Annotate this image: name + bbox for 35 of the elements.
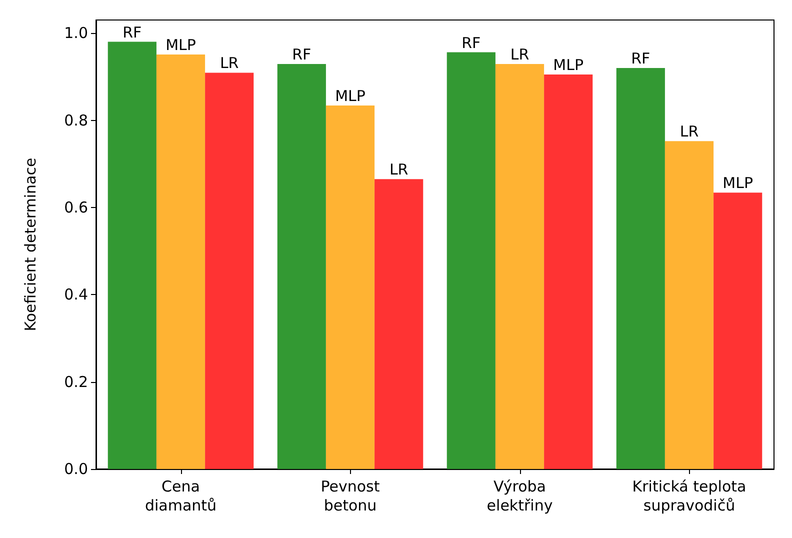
bar (714, 192, 762, 469)
data-label: MLP (553, 56, 584, 74)
data-label: LR (389, 160, 408, 179)
data-label: RF (462, 34, 481, 52)
bar (446, 52, 496, 469)
bar (495, 64, 544, 469)
bar (326, 105, 375, 469)
bar (277, 64, 326, 469)
bar (664, 141, 714, 469)
y-tick-label: 0.8 (64, 111, 88, 130)
x-tick-label: Cena diamantů (144, 478, 217, 514)
data-label: RF (292, 46, 312, 64)
data-label: MLP (335, 86, 366, 105)
x-tick-label: Pevnost betonu (320, 478, 380, 514)
y-tick-label: 0.0 (64, 460, 88, 478)
bar (156, 54, 206, 469)
data-label: RF (122, 23, 142, 42)
bar (374, 179, 424, 469)
y-tick-label: 0.4 (64, 286, 88, 304)
bar (108, 42, 156, 469)
y-tick-label: 1.0 (64, 24, 88, 42)
data-label: LR (220, 54, 239, 72)
data-label: MLP (722, 174, 754, 192)
y-axis-title: Koeficient determinace (22, 158, 40, 332)
data-label: MLP (166, 36, 196, 54)
data-label: RF (631, 49, 650, 68)
bar (205, 72, 254, 469)
y-tick-label: 0.6 (64, 198, 88, 216)
data-label: LR (510, 46, 530, 64)
x-tick-label: Kritická teplota supravodičů (632, 478, 746, 514)
bar (616, 68, 665, 469)
data-label: LR (680, 122, 699, 141)
bar (544, 74, 593, 469)
x-tick-label: Výroba elektřiny (486, 478, 553, 514)
y-tick-label: 0.2 (64, 372, 88, 391)
